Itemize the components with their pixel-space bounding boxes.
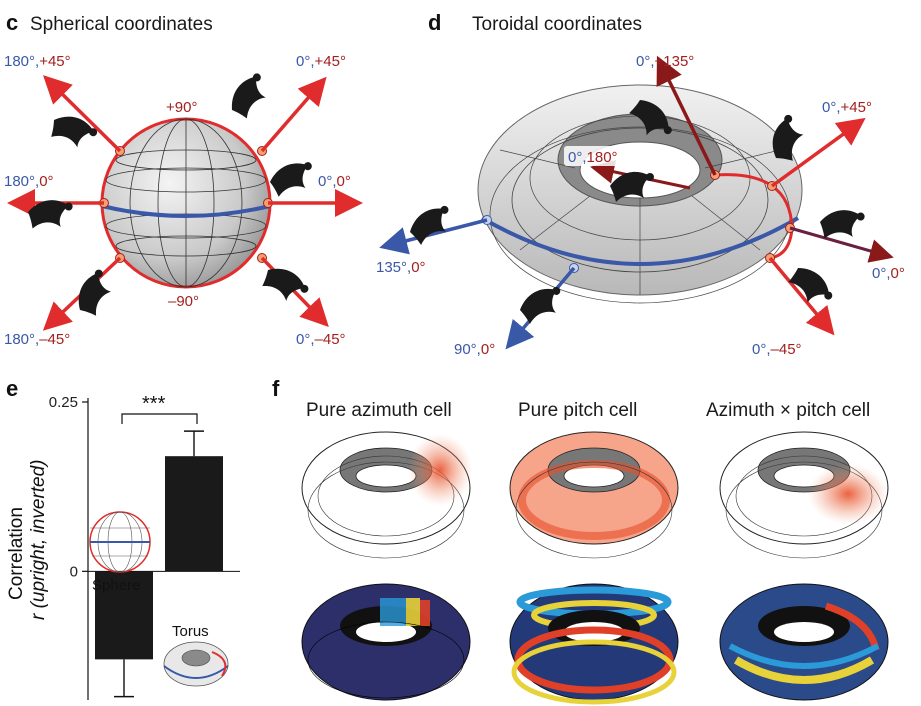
svg-text:135°,0°: 135°,0°	[376, 259, 426, 276]
torus-wireframe-azimuth-pitch	[719, 431, 889, 559]
label-d-r-az: 0°,	[872, 265, 891, 282]
svg-text:0°,0°: 0°,0°	[872, 265, 905, 282]
panel-letter-e: e	[6, 376, 18, 401]
bat-icon	[818, 207, 866, 242]
labels-d: 0°,+135° 0°,+45° 0°,180° 0°,0° 0°,–45° 1…	[376, 53, 905, 358]
title-pitch-cell: Pure pitch cell	[518, 400, 637, 421]
label-c-l-az: 180°,	[4, 173, 39, 190]
bat-icon	[516, 285, 567, 326]
label-d-bl-az: 90°,	[454, 341, 481, 358]
label-d-l-az: 135°,	[376, 259, 411, 276]
label-d-top-pitch: +135°	[655, 53, 695, 70]
svg-text:0°,0°: 0°,0°	[318, 173, 351, 190]
torus-colormap-azimuth	[301, 583, 471, 701]
legend-torus: Torus	[163, 623, 229, 687]
significance-label: ***	[142, 393, 166, 415]
label-d-r-pitch: 0°	[891, 265, 905, 282]
torus-wireframe-azimuth	[301, 431, 472, 559]
label-d-ur-pitch: +45°	[841, 99, 872, 116]
title-azimuth-pitch-cell: Azimuth × pitch cell	[706, 400, 870, 421]
svg-text:90°,0°: 90°,0°	[454, 341, 495, 358]
label-c-ul-az: 180°,	[4, 53, 39, 70]
panel-d: d Toroidal coordinates	[376, 10, 905, 358]
svg-text:0°,+45°: 0°,+45°	[822, 99, 872, 116]
y-tick-label-zero: 0	[70, 563, 78, 580]
panel-f: f Pure azimuth cell Pure pitch cell Azim…	[272, 376, 889, 705]
label-d-lr-pitch: –45°	[771, 341, 802, 358]
bars	[95, 430, 223, 698]
svg-text:0°,–45°: 0°,–45°	[296, 331, 346, 348]
bat-icon	[222, 70, 276, 123]
label-c-lr-az: 0°,	[296, 331, 315, 348]
torus-colormap-azimuth-pitch	[719, 583, 889, 701]
label-d-top-az: 0°,	[636, 53, 655, 70]
bat-icon	[69, 267, 121, 321]
bat-icon	[267, 160, 317, 198]
label-c-ll-pitch: –45°	[39, 331, 70, 348]
bar-torus	[165, 456, 223, 572]
label-c-ll-az: 180°,	[4, 331, 39, 348]
label-c-bottom: –90°	[168, 293, 199, 310]
panel-c: c Spherical coordinates	[4, 10, 363, 348]
bar-sphere	[95, 571, 153, 660]
sphere	[99, 117, 273, 289]
panel-letter-f: f	[272, 376, 280, 401]
label-d-l-pitch: 0°	[411, 259, 425, 276]
y-axis-label-line2: r (upright, inverted)	[28, 459, 49, 620]
y-axis-label-line1: Correlation	[6, 507, 27, 600]
bat-icon	[46, 107, 100, 156]
label-c-ul-pitch: +45°	[39, 53, 70, 70]
label-c-ur-az: 0°,	[296, 53, 315, 70]
torus-wireframe-pitch	[509, 431, 679, 559]
y-tick-label-top: 0.25	[49, 394, 78, 411]
labels-c: 180°,+45° 0°,+45° 180°,0° 0°,0° 180°,–45…	[4, 53, 351, 348]
svg-text:0°,+135°: 0°,+135°	[636, 53, 694, 70]
label-d-inner-pitch: 180°	[587, 149, 618, 166]
label-c-lr-pitch: –45°	[315, 331, 346, 348]
torus-colormap-pitch	[509, 583, 679, 705]
label-d-ur-az: 0°,	[822, 99, 841, 116]
panel-letter-c: c	[6, 10, 18, 35]
svg-text:180°,–45°: 180°,–45°	[4, 331, 70, 348]
label-c-r-az: 0°,	[318, 173, 337, 190]
bat-icon	[257, 259, 311, 311]
panel-title-d: Toroidal coordinates	[472, 14, 642, 35]
svg-text:0°,+45°: 0°,+45°	[296, 53, 346, 70]
label-c-top: +90°	[166, 99, 197, 116]
panel-e: e Correlation r (upright, inverted) 0.25…	[6, 376, 240, 700]
label-c-l-pitch: 0°	[39, 173, 53, 190]
torus-arrows	[379, 55, 894, 350]
svg-text:180°,+45°: 180°,+45°	[4, 53, 71, 70]
label-c-ur-pitch: +45°	[315, 53, 346, 70]
label-d-inner-az: 0°,	[568, 149, 587, 166]
svg-text:180°,0°: 180°,0°	[4, 173, 54, 190]
legend-sphere: Sphere	[89, 511, 151, 594]
svg-text:0°,–45°: 0°,–45°	[752, 341, 802, 358]
svg-text:0°,180°: 0°,180°	[568, 149, 618, 166]
significance-bracket	[121, 413, 198, 424]
title-azimuth-cell: Pure azimuth cell	[306, 400, 452, 421]
label-c-r-pitch: 0°	[337, 173, 351, 190]
panel-title-c: Spherical coordinates	[30, 14, 213, 35]
label-d-lr-az: 0°,	[752, 341, 771, 358]
panel-letter-d: d	[428, 10, 441, 35]
legend-sphere-label: Sphere	[92, 577, 140, 594]
legend-torus-label: Torus	[172, 623, 209, 640]
label-d-inner-bg	[564, 146, 634, 166]
label-d-bl-pitch: 0°	[481, 341, 495, 358]
